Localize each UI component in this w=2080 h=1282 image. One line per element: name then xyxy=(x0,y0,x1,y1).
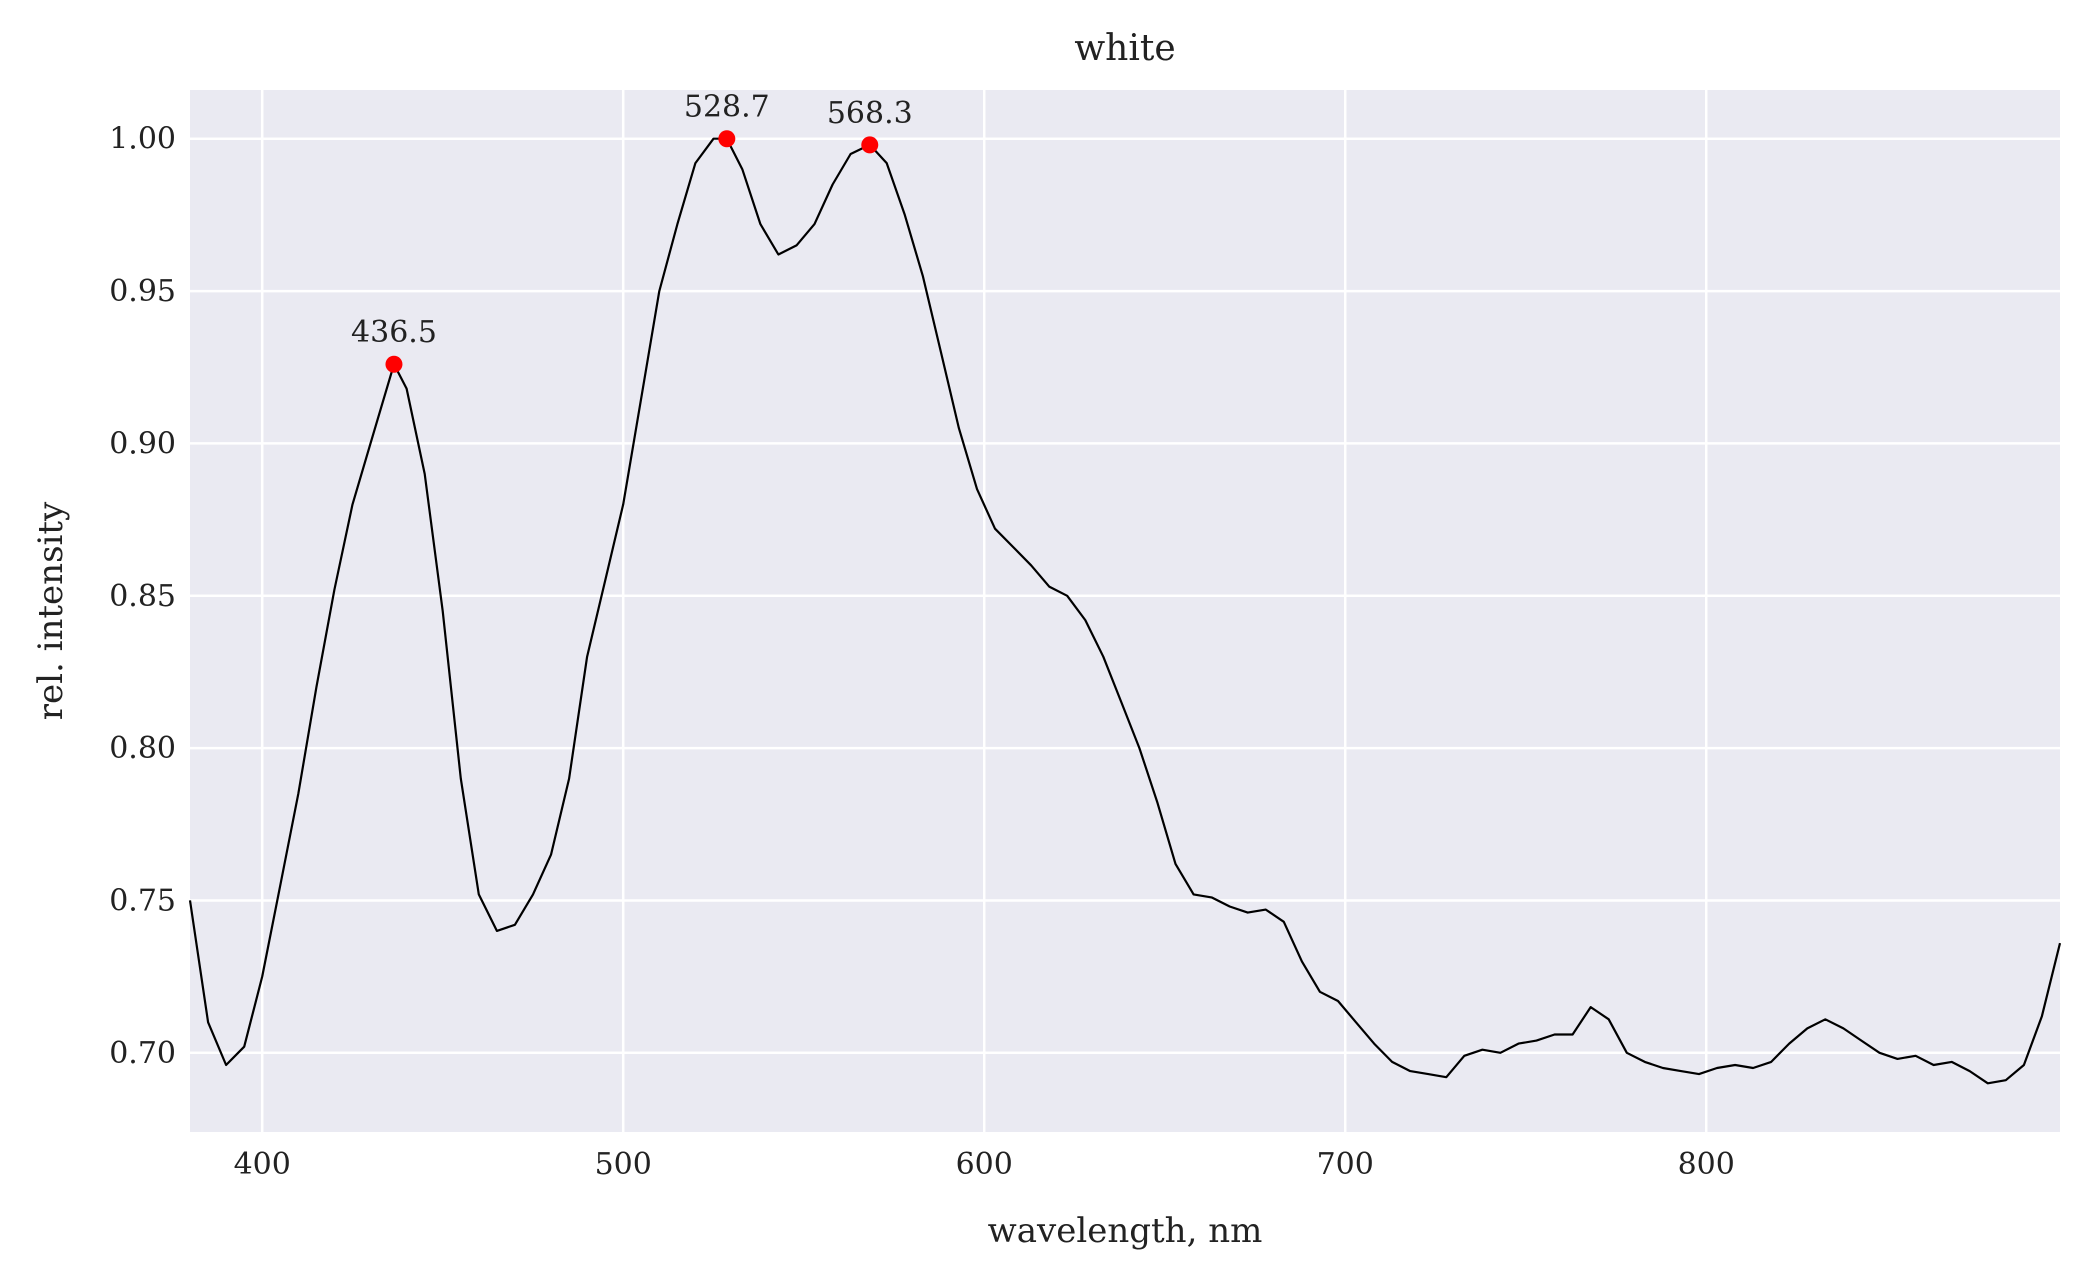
y-tick-label: 1.00 xyxy=(109,122,176,157)
peak-marker xyxy=(718,130,736,148)
series-line-white xyxy=(188,137,2062,1085)
y-axis-title: rel. intensity xyxy=(31,501,71,720)
x-tick-label: 500 xyxy=(595,1147,652,1182)
y-tick-label: 0.90 xyxy=(109,426,176,461)
x-tick-labels: 400 500 600 700 800 xyxy=(234,1147,1735,1182)
x-tick-label: 600 xyxy=(956,1147,1013,1182)
y-tick-label: 0.70 xyxy=(109,1036,176,1071)
y-tick-label: 0.85 xyxy=(109,579,176,614)
y-tick-label: 0.75 xyxy=(109,883,176,918)
x-tick-label: 400 xyxy=(234,1147,291,1182)
x-tick-label: 700 xyxy=(1317,1147,1374,1182)
x-tick-label: 800 xyxy=(1678,1147,1735,1182)
y-tick-labels: 0.70 0.75 0.80 0.85 0.90 0.95 1.00 xyxy=(109,122,176,1071)
peak-marker xyxy=(861,136,879,154)
peak-label: 568.3 xyxy=(827,96,913,131)
peak-markers: 436.5 528.7 568.3 xyxy=(351,90,913,373)
y-tick-label: 0.95 xyxy=(109,274,176,309)
chart-title: white xyxy=(1074,28,1175,69)
y-tick-label: 0.80 xyxy=(109,731,176,766)
plot-area xyxy=(190,90,2060,1132)
peak-label: 436.5 xyxy=(351,315,437,350)
peak-label: 528.7 xyxy=(684,90,770,125)
peak-marker xyxy=(385,355,403,373)
gridlines xyxy=(190,90,2060,1132)
x-axis-title: wavelength, nm xyxy=(988,1211,1263,1251)
